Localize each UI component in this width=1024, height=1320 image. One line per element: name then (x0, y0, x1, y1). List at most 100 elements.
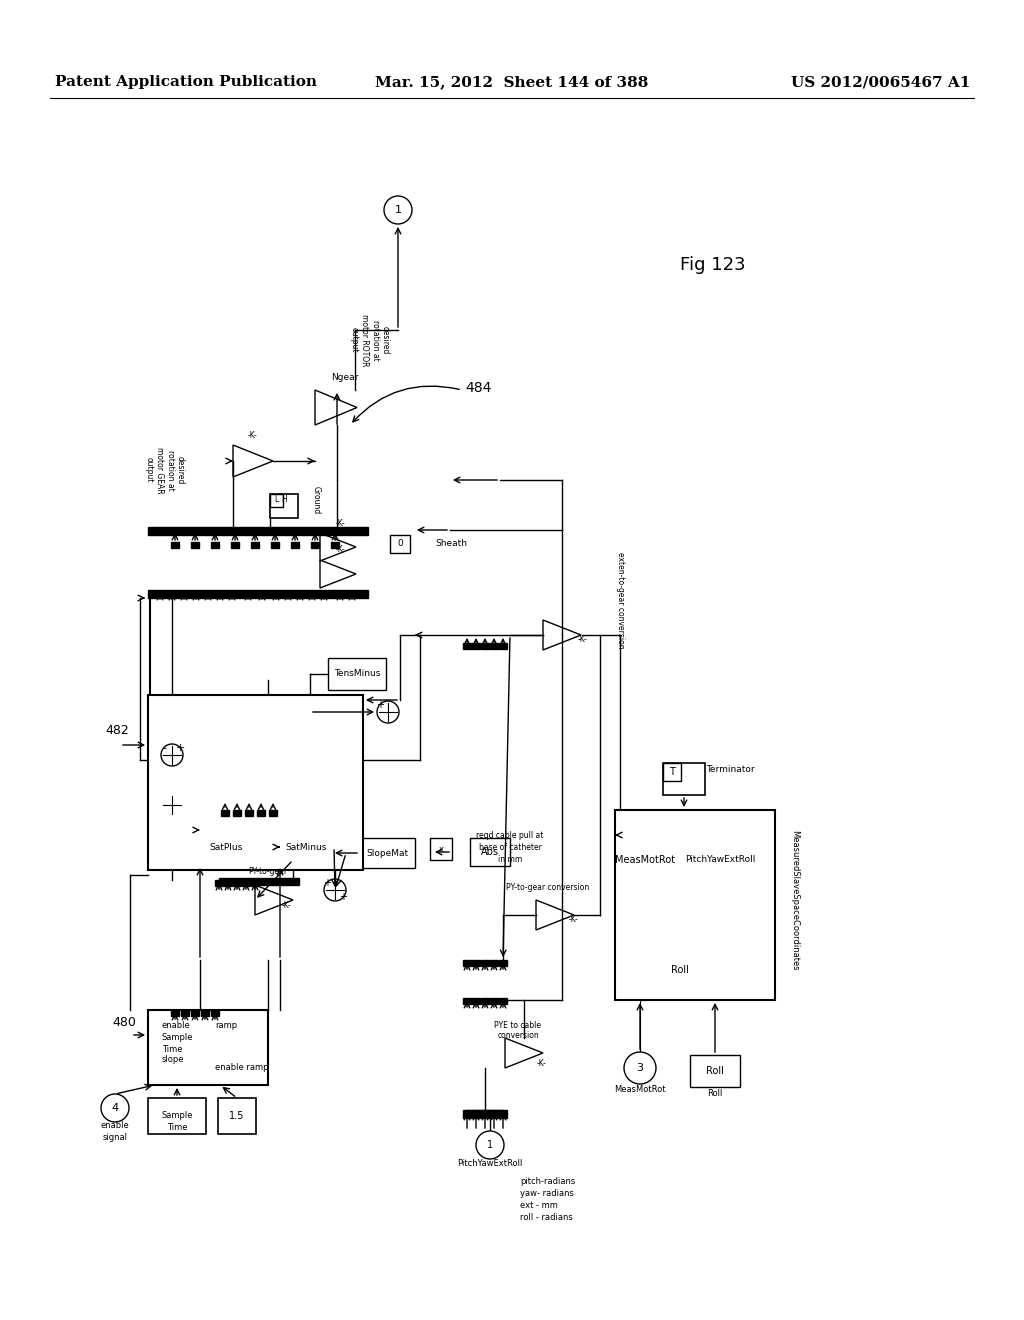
Text: enable: enable (162, 1020, 190, 1030)
Text: 1: 1 (394, 205, 401, 215)
Bar (499, 1110, 507, 1118)
Bar (171, 1010, 179, 1016)
Bar (331, 543, 339, 548)
Text: Abs: Abs (481, 847, 499, 857)
Text: MeasuredSlaveSpaceCoordinates: MeasuredSlaveSpaceCoordinates (791, 830, 800, 970)
Bar (615, 810, 775, 1001)
Text: Time: Time (162, 1044, 182, 1053)
Text: +: + (339, 892, 347, 902)
Text: desired
rotation at
motor GEAR
output: desired rotation at motor GEAR output (145, 446, 185, 494)
Text: H: H (282, 495, 287, 504)
Text: SatMinus: SatMinus (286, 842, 327, 851)
Text: 0: 0 (397, 540, 402, 549)
Bar (663, 763, 681, 781)
Bar (181, 1010, 189, 1016)
Text: TensMinus: TensMinus (334, 669, 380, 678)
Text: -K-: -K- (578, 635, 588, 644)
Text: T: T (669, 767, 675, 777)
Text: MeasMotRot: MeasMotRot (615, 855, 675, 865)
Bar (200, 830, 252, 865)
Text: 484: 484 (465, 381, 492, 395)
Text: 1.5: 1.5 (229, 1111, 245, 1121)
Bar (472, 998, 480, 1005)
Text: pitch-radians: pitch-radians (520, 1177, 575, 1187)
Text: Roll: Roll (708, 1089, 723, 1097)
Text: -K-: -K- (335, 545, 345, 554)
Bar (269, 810, 278, 816)
Text: -K-: -K- (282, 900, 292, 909)
Bar (499, 960, 507, 966)
Text: x: x (438, 845, 443, 854)
Text: -: - (162, 743, 166, 752)
Text: Sample: Sample (161, 1111, 193, 1121)
Bar (215, 880, 223, 886)
Bar (251, 880, 259, 886)
Bar (690, 1055, 740, 1086)
Text: -K-: -K- (248, 430, 258, 440)
Text: roll - radians: roll - radians (520, 1213, 572, 1222)
Bar (245, 810, 253, 816)
Text: PY-to-gear: PY-to-gear (249, 867, 288, 876)
Bar (233, 880, 241, 886)
Bar (257, 810, 265, 816)
Bar (328, 657, 386, 690)
Circle shape (101, 1094, 129, 1122)
Bar (463, 960, 471, 966)
Bar (221, 810, 229, 816)
Bar (148, 696, 362, 870)
Circle shape (476, 1131, 504, 1159)
Bar (211, 543, 219, 548)
Bar (148, 1098, 206, 1134)
Text: Sheath: Sheath (435, 540, 467, 549)
Bar (218, 1098, 256, 1134)
Text: -K-: -K- (537, 1059, 547, 1068)
Text: base of catheter: base of catheter (478, 843, 542, 853)
Text: MeasMotRot: MeasMotRot (614, 1085, 666, 1094)
Text: PitchYawExtRoll: PitchYawExtRoll (685, 855, 755, 865)
Text: yaw- radians: yaw- radians (520, 1189, 573, 1199)
Text: desired
rotation at
motor ROTOR
output: desired rotation at motor ROTOR output (350, 314, 390, 366)
Bar (233, 810, 241, 816)
Text: in mm: in mm (498, 855, 522, 865)
Bar (219, 878, 299, 884)
Text: +: + (323, 878, 331, 888)
Text: Roll: Roll (707, 1067, 724, 1076)
Bar (224, 880, 232, 886)
Text: 3: 3 (637, 1063, 643, 1073)
Bar (148, 590, 368, 598)
Bar (470, 838, 510, 866)
Bar (463, 643, 471, 649)
Text: Fig 123: Fig 123 (680, 256, 745, 275)
Text: +: + (175, 743, 184, 752)
Text: PitchYawExtRoll: PitchYawExtRoll (458, 1159, 522, 1167)
Text: Sample: Sample (162, 1034, 194, 1043)
Bar (390, 535, 410, 553)
Bar (280, 830, 332, 865)
Bar (311, 543, 319, 548)
Circle shape (384, 195, 412, 224)
Bar (481, 998, 489, 1005)
Bar (472, 643, 480, 649)
Circle shape (161, 744, 183, 766)
Text: Ground: Ground (312, 486, 321, 513)
Circle shape (324, 879, 346, 902)
Bar (481, 960, 489, 966)
Text: exten-to-gear conversion: exten-to-gear conversion (615, 552, 625, 648)
Bar (271, 543, 279, 548)
Bar (171, 543, 179, 548)
Bar (291, 543, 299, 548)
Bar (242, 880, 250, 886)
Text: 1: 1 (487, 1140, 494, 1150)
Bar (663, 763, 705, 795)
Bar (490, 960, 498, 966)
Bar (481, 643, 489, 649)
Bar (231, 543, 239, 548)
Bar (191, 543, 199, 548)
Text: -K-: -K- (335, 520, 345, 528)
Text: slope: slope (162, 1056, 184, 1064)
Text: ext - mm: ext - mm (520, 1201, 558, 1210)
Bar (472, 1110, 480, 1118)
Text: US 2012/0065467 A1: US 2012/0065467 A1 (791, 75, 970, 88)
Bar (211, 1010, 219, 1016)
Text: PYE to cable: PYE to cable (495, 1020, 542, 1030)
